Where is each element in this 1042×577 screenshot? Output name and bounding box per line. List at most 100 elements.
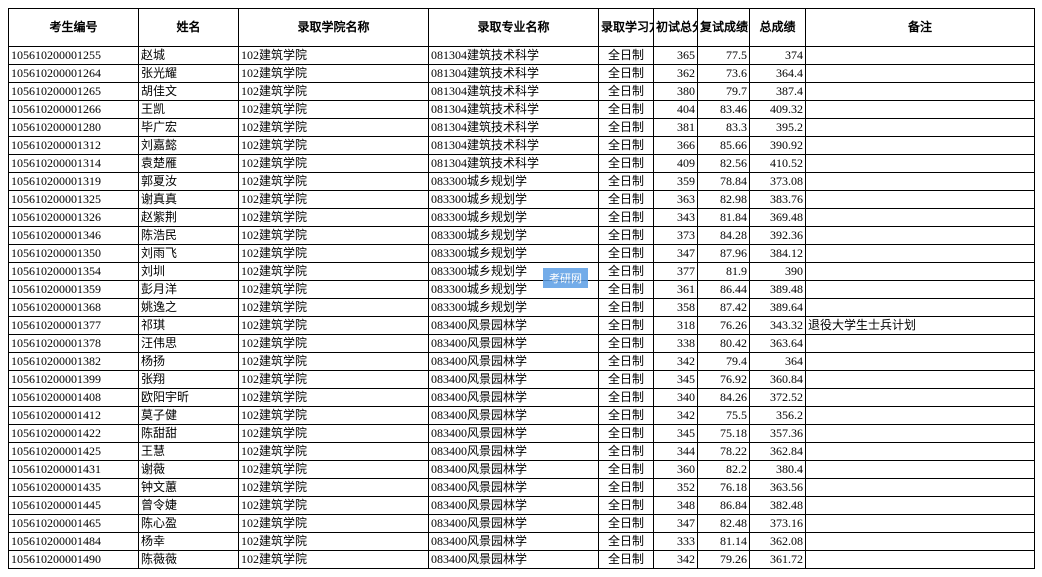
cell-major: 083400风景园林学	[429, 389, 599, 407]
cell-mode: 全日制	[599, 173, 654, 191]
cell-score1: 343	[654, 209, 698, 227]
cell-score2: 76.18	[698, 479, 750, 497]
cell-college: 102建筑学院	[239, 227, 429, 245]
cell-college: 102建筑学院	[239, 425, 429, 443]
cell-remark	[806, 209, 1035, 227]
cell-score2: 87.96	[698, 245, 750, 263]
cell-score1: 347	[654, 515, 698, 533]
cell-mode: 全日制	[599, 353, 654, 371]
cell-score2: 83.3	[698, 119, 750, 137]
cell-name: 陈浩民	[139, 227, 239, 245]
cell-score1: 340	[654, 389, 698, 407]
table-row: 105610200001264张光耀102建筑学院081304建筑技术科学全日制…	[9, 65, 1035, 83]
cell-name: 曾令婕	[139, 497, 239, 515]
cell-college: 102建筑学院	[239, 101, 429, 119]
cell-mode: 全日制	[599, 65, 654, 83]
cell-name: 刘圳	[139, 263, 239, 281]
cell-score1: 365	[654, 47, 698, 65]
cell-remark	[806, 101, 1035, 119]
cell-score1: 377	[654, 263, 698, 281]
cell-major: 083400风景园林学	[429, 335, 599, 353]
cell-remark	[806, 533, 1035, 551]
cell-score1: 352	[654, 479, 698, 497]
cell-college: 102建筑学院	[239, 443, 429, 461]
cell-major: 083400风景园林学	[429, 515, 599, 533]
cell-total: 390.92	[750, 137, 806, 155]
cell-total: 363.64	[750, 335, 806, 353]
cell-score1: 342	[654, 407, 698, 425]
cell-major: 083400风景园林学	[429, 407, 599, 425]
table-row: 105610200001382杨扬102建筑学院083400风景园林学全日制34…	[9, 353, 1035, 371]
table-row: 105610200001368姚逸之102建筑学院083300城乡规划学全日制3…	[9, 299, 1035, 317]
cell-score1: 358	[654, 299, 698, 317]
cell-major: 083300城乡规划学	[429, 227, 599, 245]
cell-id: 105610200001319	[9, 173, 139, 191]
cell-id: 105610200001490	[9, 551, 139, 569]
cell-score1: 342	[654, 551, 698, 569]
cell-name: 莫子健	[139, 407, 239, 425]
cell-mode: 全日制	[599, 425, 654, 443]
cell-score2: 73.6	[698, 65, 750, 83]
cell-remark	[806, 407, 1035, 425]
cell-name: 祁琪	[139, 317, 239, 335]
cell-score1: 318	[654, 317, 698, 335]
cell-total: 373.08	[750, 173, 806, 191]
cell-remark	[806, 497, 1035, 515]
cell-score2: 81.9	[698, 263, 750, 281]
cell-college: 102建筑学院	[239, 461, 429, 479]
cell-remark	[806, 299, 1035, 317]
cell-score2: 78.84	[698, 173, 750, 191]
cell-total: 373.16	[750, 515, 806, 533]
header-score1: 初试总分	[654, 9, 698, 47]
table-row: 105610200001399张翔102建筑学院083400风景园林学全日制34…	[9, 371, 1035, 389]
cell-score2: 83.46	[698, 101, 750, 119]
cell-remark	[806, 173, 1035, 191]
cell-score2: 82.48	[698, 515, 750, 533]
header-remark: 备注	[806, 9, 1035, 47]
cell-total: 357.36	[750, 425, 806, 443]
cell-major: 081304建筑技术科学	[429, 47, 599, 65]
cell-major: 081304建筑技术科学	[429, 65, 599, 83]
cell-major: 081304建筑技术科学	[429, 83, 599, 101]
cell-name: 陈甜甜	[139, 425, 239, 443]
cell-score2: 84.28	[698, 227, 750, 245]
table-row: 105610200001255赵城102建筑学院081304建筑技术科学全日制3…	[9, 47, 1035, 65]
cell-name: 胡佳文	[139, 83, 239, 101]
cell-score2: 79.26	[698, 551, 750, 569]
cell-remark	[806, 353, 1035, 371]
cell-major: 083400风景园林学	[429, 317, 599, 335]
cell-score1: 347	[654, 245, 698, 263]
cell-id: 105610200001325	[9, 191, 139, 209]
cell-total: 356.2	[750, 407, 806, 425]
header-name: 姓名	[139, 9, 239, 47]
cell-total: 363.56	[750, 479, 806, 497]
cell-id: 105610200001264	[9, 65, 139, 83]
table-row: 105610200001408欧阳宇昕102建筑学院083400风景园林学全日制…	[9, 389, 1035, 407]
cell-name: 赵紫荆	[139, 209, 239, 227]
cell-remark	[806, 551, 1035, 569]
table-header: 考生编号 姓名 录取学院名称 录取专业名称 录取学习方式 初试总分 复试成绩 总…	[9, 9, 1035, 47]
cell-total: 392.36	[750, 227, 806, 245]
cell-id: 105610200001377	[9, 317, 139, 335]
cell-score1: 361	[654, 281, 698, 299]
cell-major: 083300城乡规划学	[429, 173, 599, 191]
cell-major: 081304建筑技术科学	[429, 155, 599, 173]
cell-mode: 全日制	[599, 551, 654, 569]
cell-mode: 全日制	[599, 299, 654, 317]
cell-name: 钟文蕙	[139, 479, 239, 497]
cell-college: 102建筑学院	[239, 533, 429, 551]
cell-id: 105610200001378	[9, 335, 139, 353]
cell-id: 105610200001266	[9, 101, 139, 119]
cell-name: 谢薇	[139, 461, 239, 479]
cell-id: 105610200001354	[9, 263, 139, 281]
cell-id: 105610200001359	[9, 281, 139, 299]
cell-score1: 338	[654, 335, 698, 353]
cell-id: 105610200001312	[9, 137, 139, 155]
cell-id: 105610200001399	[9, 371, 139, 389]
cell-mode: 全日制	[599, 461, 654, 479]
cell-mode: 全日制	[599, 137, 654, 155]
cell-score2: 81.84	[698, 209, 750, 227]
cell-score1: 333	[654, 533, 698, 551]
cell-id: 105610200001465	[9, 515, 139, 533]
cell-total: 372.52	[750, 389, 806, 407]
